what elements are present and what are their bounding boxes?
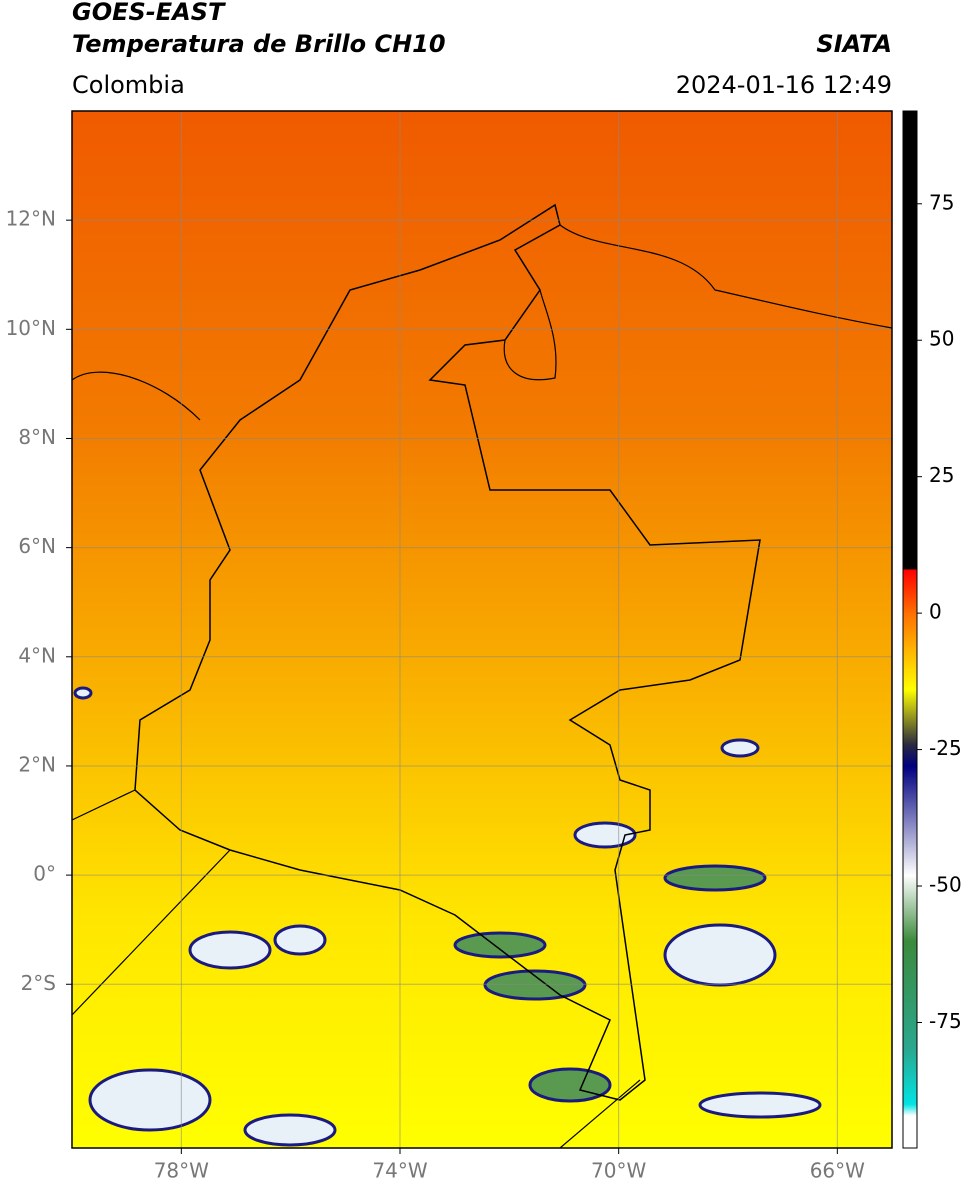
colorbar-segment	[903, 744, 917, 767]
x-tick-label: 78°W	[154, 1159, 209, 1183]
colorbar-tick-label: 25	[929, 463, 954, 487]
map-frame	[71, 110, 893, 1149]
colorbar-segment	[903, 875, 917, 942]
y-tick-label: 12°N	[6, 207, 56, 231]
colorbar-segment	[903, 940, 917, 1051]
colorbar-segment	[903, 1049, 917, 1105]
region: Colombia	[72, 71, 185, 99]
colorbar-tick-label: -75	[929, 1009, 962, 1033]
temperature-field	[72, 111, 892, 1148]
y-tick-label: 2°S	[21, 971, 56, 995]
coastlines	[72, 224, 892, 1148]
colorbar-tick-label: -25	[929, 736, 962, 760]
colorbar-segment	[903, 765, 917, 876]
colorbar-segment	[903, 569, 917, 614]
map-area	[72, 111, 892, 1148]
colorbar-tick-label: 0	[929, 600, 942, 624]
colorbar-segment	[903, 1104, 917, 1116]
x-tick-label: 66°W	[810, 1159, 865, 1183]
colorbar-tick-label: 75	[929, 190, 954, 214]
colorbar-frame	[902, 110, 918, 1149]
source: SIATA	[816, 30, 892, 58]
y-tick-label: 6°N	[18, 534, 56, 558]
timestamp: 2024-01-16 12:49	[676, 71, 892, 99]
subtitle: Temperatura de Brillo CH10	[72, 30, 446, 58]
y-tick-label: 10°N	[6, 316, 56, 340]
colorbar-segment	[903, 111, 917, 570]
colorbar-segment	[903, 1115, 917, 1149]
colorbar-tick-label: -50	[929, 873, 962, 897]
y-tick-label: 4°N	[18, 643, 56, 667]
y-tick-label: 8°N	[18, 425, 56, 449]
colombia-border	[134, 203, 761, 1101]
colorbar-segment	[903, 613, 917, 691]
title: GOES-EAST	[72, 0, 226, 26]
cold-clouds	[73, 686, 822, 1147]
colorbar-segment	[903, 689, 917, 745]
colorbar-tick-label: 50	[929, 327, 954, 351]
x-tick-label: 74°W	[372, 1159, 427, 1183]
x-tick-label: 70°W	[591, 1159, 646, 1183]
y-tick-label: 2°N	[18, 752, 56, 776]
y-tick-label: 0°	[33, 862, 56, 886]
